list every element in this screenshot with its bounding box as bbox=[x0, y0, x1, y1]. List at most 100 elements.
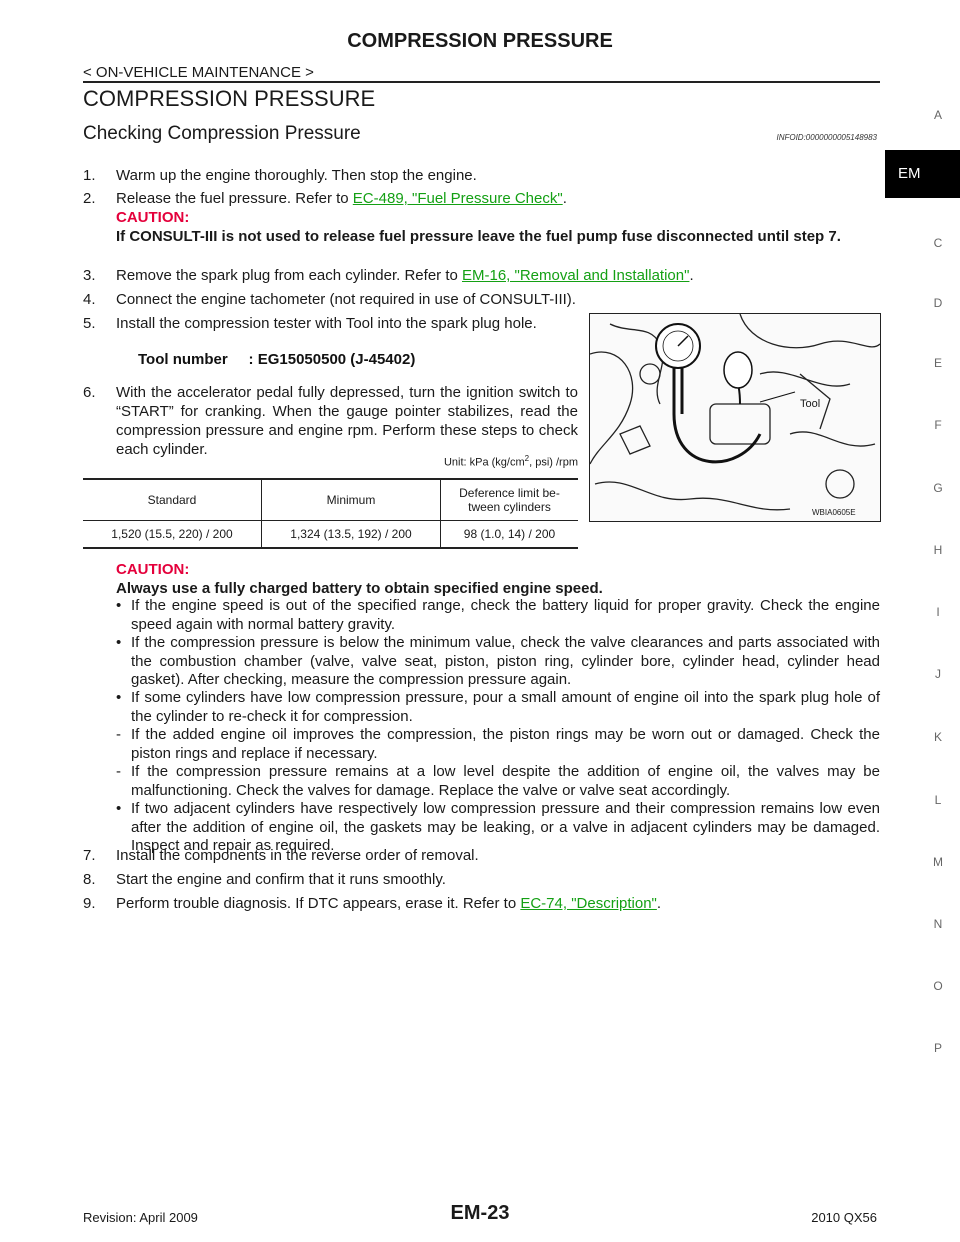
tab-n[interactable]: N bbox=[933, 917, 943, 931]
table-header-row: Standard Minimum Deference limit be- twe… bbox=[83, 479, 578, 521]
col-deference-limit: Deference limit be- tween cylinders bbox=[440, 479, 578, 521]
step-number: 2. bbox=[83, 190, 96, 207]
list-item: • If the engine speed is out of the speci… bbox=[116, 597, 880, 634]
step-2: 2. Release the fuel pressure. Refer to E… bbox=[83, 189, 880, 246]
cell-minimum: 1,324 (13.5, 192) / 200 bbox=[261, 520, 441, 548]
figure-code: WBIA0605E bbox=[812, 508, 856, 517]
engine-illustration bbox=[590, 314, 880, 511]
tab-p[interactable]: P bbox=[933, 1041, 942, 1055]
tab-c[interactable]: C bbox=[933, 236, 943, 250]
footer-revision: Revision: April 2009 bbox=[83, 1210, 198, 1225]
tab-em-active[interactable]: EM bbox=[885, 150, 960, 198]
step-5: 5. Install the compression tester with T… bbox=[83, 314, 537, 333]
page-header-title: COMPRESSION PRESSURE bbox=[347, 30, 613, 52]
step-text: Perform trouble diagnosis. If DTC appear… bbox=[116, 895, 521, 912]
unit-note: Unit: kPa (kg/cm2, psi) /rpm bbox=[444, 454, 578, 469]
table-row: 1,520 (15.5, 220) / 200 1,324 (13.5, 192… bbox=[83, 520, 578, 548]
punct: . bbox=[562, 190, 567, 207]
step-text: Install the components in the reverse or… bbox=[116, 847, 479, 864]
step-number: 1. bbox=[83, 167, 96, 184]
step-text: Warm up the engine thoroughly. Then stop… bbox=[116, 167, 477, 184]
bullet-mark: • bbox=[116, 800, 122, 817]
col-minimum: Minimum bbox=[261, 479, 441, 521]
breadcrumb: < ON-VEHICLE MAINTENANCE > bbox=[83, 64, 314, 81]
step-number: 9. bbox=[83, 895, 96, 912]
tab-j[interactable]: J bbox=[935, 667, 941, 681]
step-number: 4. bbox=[83, 291, 96, 308]
caution-block: CAUTION: Always use a fully charged batt… bbox=[116, 560, 603, 598]
step-4: 4. Connect the engine tachometer (not re… bbox=[83, 290, 576, 309]
tab-o[interactable]: O bbox=[933, 979, 943, 993]
step-text: Remove the spark plug from each cylinder… bbox=[116, 267, 462, 284]
list-item: • If two adjacent cylinders have respecti… bbox=[116, 800, 880, 856]
tab-m[interactable]: M bbox=[933, 855, 943, 869]
unit-text: Unit: kPa (kg/cm bbox=[443, 456, 525, 469]
bullet-text: If two adjacent cylinders have respectiv… bbox=[131, 800, 880, 854]
step-number: 5. bbox=[83, 315, 96, 332]
step-number: 8. bbox=[83, 871, 96, 888]
bullet-text: If the added engine oil improves the com… bbox=[131, 726, 880, 762]
section-title: COMPRESSION PRESSURE bbox=[83, 86, 376, 111]
step-number: 3. bbox=[83, 267, 96, 284]
caution-label: CAUTION: bbox=[116, 561, 190, 578]
bullet-mark: • bbox=[116, 634, 122, 651]
step-text: Release the fuel pressure. Refer to bbox=[116, 190, 353, 207]
step-7: 7. Install the components in the reverse… bbox=[83, 846, 479, 865]
ref-link-removal-installation[interactable]: EM-16, "Removal and Installation" bbox=[462, 267, 690, 284]
ref-link-description[interactable]: EC-74, "Description" bbox=[520, 895, 657, 912]
ref-link-fuel-pressure-check[interactable]: EC-489, "Fuel Pressure Check" bbox=[352, 190, 563, 207]
bullet-mark: - bbox=[116, 726, 121, 743]
tab-a[interactable]: A bbox=[933, 108, 942, 122]
subsection-title: Checking Compression Pressure bbox=[83, 123, 361, 144]
step-text: Start the engine and confirm that it run… bbox=[116, 871, 446, 888]
tab-f[interactable]: F bbox=[934, 418, 942, 432]
tab-g[interactable]: G bbox=[933, 481, 943, 495]
page-number: EM-23 bbox=[450, 1202, 510, 1224]
footer-model: 2010 QX56 bbox=[811, 1210, 877, 1225]
figure-label-tool: Tool bbox=[800, 398, 821, 410]
bullet-mark: • bbox=[116, 689, 122, 706]
bullet-text: If some cylinders have low compression p… bbox=[131, 689, 880, 725]
step-number: 6. bbox=[83, 384, 96, 401]
cell-standard: 1,520 (15.5, 220) / 200 bbox=[111, 527, 233, 541]
tab-h[interactable]: H bbox=[933, 543, 943, 557]
punct: . bbox=[689, 267, 694, 284]
bullet-text: If the compression pressure is below the… bbox=[131, 634, 880, 688]
side-index: A C D E F G H I J K L M N O P bbox=[916, 0, 960, 1242]
tab-k[interactable]: K bbox=[933, 730, 942, 744]
unit-sup: 2 bbox=[524, 454, 530, 463]
bullet-text: If the compression pressure remains at a… bbox=[131, 763, 880, 799]
tab-l[interactable]: L bbox=[934, 793, 942, 807]
step-9: 9. Perform trouble diagnosis. If DTC app… bbox=[83, 894, 662, 913]
col-standard: Standard bbox=[147, 493, 197, 507]
punct: . bbox=[656, 895, 662, 912]
bullet-text: If the engine speed is out of the specif… bbox=[131, 597, 880, 633]
list-item: - If the added engine oil improves the co… bbox=[116, 726, 880, 763]
step-6: 6. With the accelerator pedal fully depr… bbox=[83, 383, 578, 459]
unit-text-end: , psi) /rpm bbox=[529, 456, 578, 469]
list-item: • If the compression pressure is below th… bbox=[116, 634, 880, 690]
spec-table: Standard Minimum Deference limit be- twe… bbox=[83, 478, 578, 549]
compression-tester-figure: Tool bbox=[589, 313, 881, 522]
bullet-mark: - bbox=[116, 763, 121, 780]
cell-deference-limit: 98 (1.0, 14) / 200 bbox=[440, 520, 578, 548]
info-id: INFOID:0000000005148983 bbox=[776, 133, 877, 142]
bullet-mark: • bbox=[116, 597, 122, 614]
step-number: 7. bbox=[83, 847, 96, 864]
step-text: Install the compression tester with Tool… bbox=[116, 315, 537, 332]
step-text: With the accelerator pedal fully depress… bbox=[116, 384, 578, 458]
header-divider bbox=[83, 81, 880, 83]
caution-text: Always use a fully charged battery to ob… bbox=[116, 580, 603, 597]
step-text: Connect the engine tachometer (not requi… bbox=[116, 291, 576, 308]
step-1: 1. Warm up the engine thoroughly. Then s… bbox=[83, 166, 477, 185]
list-item: - If the compression pressure remains at … bbox=[116, 763, 880, 800]
tab-d[interactable]: D bbox=[933, 296, 943, 310]
step-8: 8. Start the engine and confirm that it … bbox=[83, 870, 446, 889]
step-3: 3. Remove the spark plug from each cylin… bbox=[83, 266, 694, 285]
tab-i[interactable]: I bbox=[936, 605, 940, 619]
tab-e[interactable]: E bbox=[933, 356, 942, 370]
list-item: • If some cylinders have low compression … bbox=[116, 689, 880, 726]
tool-number: Tool number : EG15050500 (J-45402) bbox=[138, 351, 416, 368]
caution-text: If CONSULT-III is not used to release fu… bbox=[116, 228, 841, 245]
caution-label: CAUTION: bbox=[116, 209, 190, 226]
